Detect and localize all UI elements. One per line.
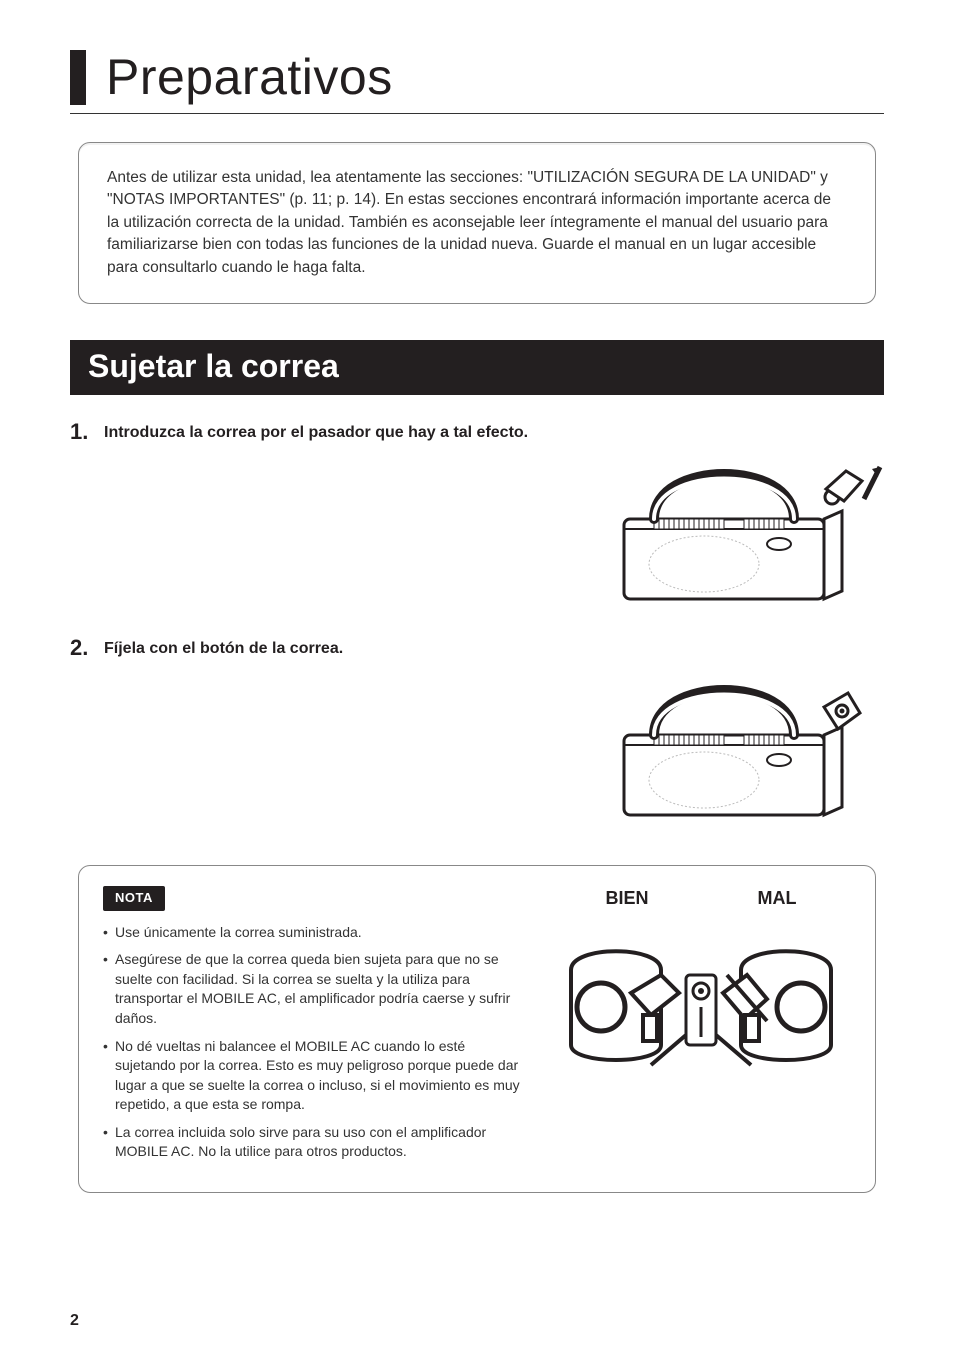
strap-thread-illustration [584,419,884,609]
intro-callout: Antes de utilizar esta unidad, lea atent… [78,142,876,304]
ok-ng-figure [551,915,851,1085]
step-1-figure [584,419,884,609]
note-item: Use únicamente la correa suministrada. [103,923,527,943]
page-container: Preparativos Antes de utilizar esta unid… [0,0,954,1354]
note-content: NOTA Use únicamente la correa suministra… [103,888,527,1170]
title-accent-bar [70,50,86,105]
ok-ng-labels: BIEN MAL [551,888,851,909]
ok-label: BIEN [605,888,648,909]
step-label: Fíjela con el botón de la correa. [104,635,343,661]
page-title: Preparativos [106,50,393,105]
page-number: 2 [70,1312,79,1330]
ok-ng-panel: BIEN MAL [551,888,851,1170]
step-row: 1. Introduzca la correa por el pasador q… [70,419,884,609]
section-title: Sujetar la correa [88,348,339,384]
step-text: 1. Introduzca la correa por el pasador q… [70,419,566,445]
step-row: 2. Fíjela con el botón de la correa. [70,635,884,825]
note-item: La correa incluida solo sirve para su us… [103,1123,527,1162]
note-badge: NOTA [103,886,165,910]
step-2-figure [584,635,884,825]
step-label: Introduzca la correa por el pasador que … [104,419,528,445]
intro-text: Antes de utilizar esta unidad, lea atent… [107,169,831,276]
section-header: Sujetar la correa [70,340,884,395]
note-item: No dé vueltas ni balancee el MOBILE AC c… [103,1037,527,1115]
note-list: Use únicamente la correa suministrada. A… [103,923,527,1163]
note-callout: NOTA Use únicamente la correa suministra… [78,865,876,1193]
strap-button-illustration [584,635,884,825]
title-block: Preparativos [70,50,884,114]
ng-label: MAL [757,888,796,909]
note-item: Asegúrese de que la correa queda bien su… [103,950,527,1028]
step-text: 2. Fíjela con el botón de la correa. [70,635,566,661]
step-number: 1. [70,419,94,445]
step-number: 2. [70,635,94,661]
